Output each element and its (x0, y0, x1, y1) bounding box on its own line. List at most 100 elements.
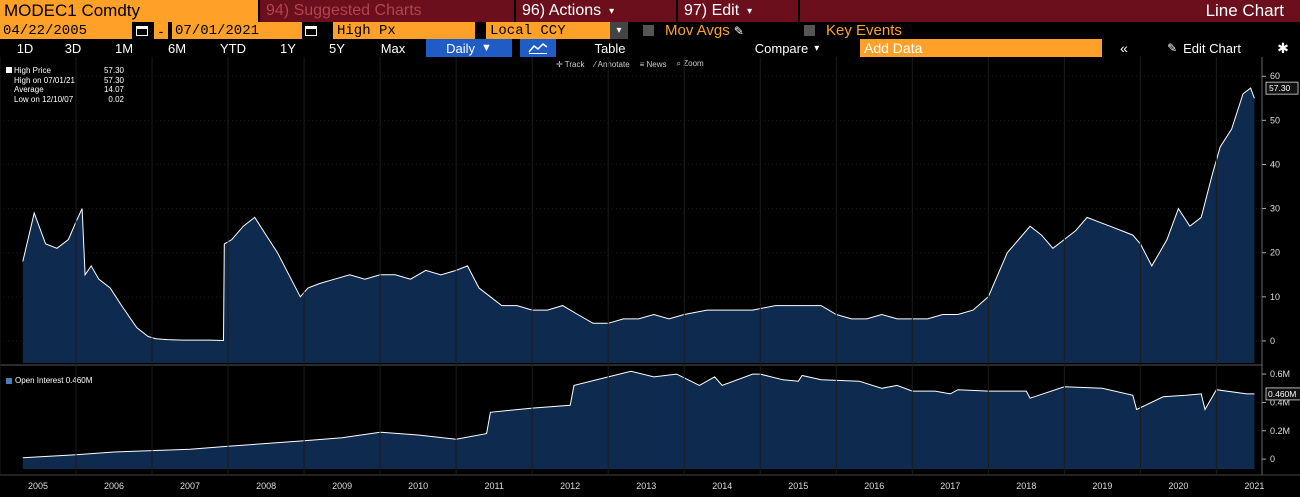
price-tick-label: 10 (1270, 292, 1280, 302)
legend-high-price: High Price 57.30 (6, 66, 124, 76)
suggested-charts-button[interactable]: 94) Suggested Charts (260, 0, 514, 22)
price-tick-label: 40 (1270, 159, 1280, 169)
track-tool[interactable]: ✛ Track (556, 59, 585, 69)
collapse-icon[interactable]: « (1120, 40, 1128, 56)
ticker-text: MODEC1 Comdty (4, 1, 141, 20)
currency-selector[interactable]: Local CCY (486, 22, 610, 39)
actions-menu[interactable]: 96) Actions ▾ (516, 0, 676, 22)
year-tick-label: 2012 (560, 481, 580, 491)
legend-square-icon (6, 377, 12, 384)
price-tick-label: 60 (1270, 71, 1280, 81)
last-oi-label: 0.460M (1268, 389, 1296, 399)
year-tick-label: 2009 (332, 481, 352, 491)
price-tick-label: 30 (1270, 204, 1280, 214)
gear-icon[interactable]: ✱ (1277, 39, 1289, 56)
table-button[interactable]: Table (594, 40, 626, 56)
annotate-tool[interactable]: ⁄ Annotate (594, 59, 630, 69)
edit-label: 97) Edit (684, 2, 740, 19)
pencil-icon: ✎ (733, 23, 744, 38)
currency-text: Local CCY (490, 22, 566, 39)
last-price-box (1265, 81, 1299, 95)
calendar-icon[interactable] (134, 22, 150, 39)
chart-tools: ✛ Track ⁄ Annotate ≡ News ⌕ Zoom (556, 59, 704, 69)
toolbar: 1D 3D 1M 6M YTD 1Y 5Y Max Daily ▼ Table … (0, 39, 1300, 57)
chart-type-title: Line Chart (800, 0, 1300, 22)
chevron-down-icon: ▾ (747, 5, 753, 17)
edit-chart-button[interactable]: ✎ Edit Chart (1167, 40, 1241, 56)
year-tick-label: 2014 (712, 481, 732, 491)
range-5y[interactable]: 5Y (329, 40, 345, 56)
end-date-field[interactable]: 07/01/2021 (172, 22, 302, 39)
field-text: High Px (337, 22, 396, 39)
edit-menu[interactable]: 97) Edit ▾ (678, 0, 798, 22)
field-selector[interactable]: High Px (333, 22, 475, 39)
chevron-down-icon[interactable]: ▾ (610, 22, 628, 39)
year-tick-label: 2005 (28, 481, 48, 491)
year-tick-label: 2018 (1016, 481, 1036, 491)
price-tick-label: 0 (1270, 336, 1275, 346)
last-price-label: 57.30 (1269, 83, 1291, 93)
last-oi-box (1265, 387, 1300, 401)
mov-avgs-checkbox[interactable] (640, 22, 656, 39)
year-tick-label: 2007 (180, 481, 200, 491)
controls-bar: 04/22/2005 - 07/01/2021 High Px Local CC… (0, 22, 1300, 39)
calendar-icon[interactable] (303, 22, 319, 39)
year-tick-label: 2020 (1168, 481, 1188, 491)
legend-average: Average 14.07 (14, 85, 124, 94)
compare-menu[interactable]: Compare ▾ (754, 40, 820, 56)
price-area (22, 88, 1255, 363)
ticker-field[interactable]: MODEC1 Comdty (0, 0, 258, 22)
start-date-field[interactable]: 04/22/2005 (0, 22, 132, 39)
oi-tick-label: 0.4M (1270, 397, 1290, 407)
key-events-label[interactable]: Key Events (826, 22, 902, 39)
add-data-input[interactable]: Add Data (860, 39, 1102, 57)
year-tick-label: 2016 (864, 481, 884, 491)
key-events-checkbox[interactable] (801, 22, 817, 39)
zoom-tool[interactable]: ⌕ Zoom (676, 59, 704, 68)
legend-square-icon (6, 67, 12, 73)
year-tick-label: 2013 (636, 481, 656, 491)
year-tick-label: 2019 (1092, 481, 1112, 491)
year-tick-label: 2006 (104, 481, 124, 491)
range-ytd[interactable]: YTD (220, 40, 246, 56)
chevron-down-icon: ▾ (814, 42, 820, 54)
year-tick-label: 2015 (788, 481, 808, 491)
range-3d[interactable]: 3D (64, 40, 82, 56)
range-1y[interactable]: 1Y (280, 40, 296, 56)
price-legend: High Price 57.30 High on 07/01/21 57.30 A… (6, 66, 124, 104)
year-tick-label: 2008 (256, 481, 276, 491)
year-tick-label: 2010 (408, 481, 428, 491)
price-tick-label: 20 (1270, 248, 1280, 258)
frequency-selector[interactable]: Daily ▼ (426, 39, 512, 57)
range-max[interactable]: Max (380, 40, 406, 56)
range-1d[interactable]: 1D (16, 40, 34, 56)
start-date-text: 04/22/2005 (3, 22, 88, 39)
range-1m[interactable]: 1M (114, 40, 134, 56)
year-tick-label: 2011 (484, 481, 503, 491)
oi-tick-label: 0.2M (1270, 426, 1290, 436)
legend-low-on: Low on 12/10/07 0.02 (14, 94, 124, 104)
oi-tick-label: 0.6M (1270, 369, 1290, 379)
year-tick-label: 2017 (940, 481, 960, 491)
year-tick-label: 2021 (1244, 481, 1264, 491)
legend-high-on: High on 07/01/21 57.30 (14, 75, 124, 85)
oi-tick-label: 0 (1270, 454, 1275, 464)
chevron-down-icon: ▾ (609, 5, 615, 17)
news-tool[interactable]: ≡ News (639, 59, 667, 69)
price-line (22, 87, 1255, 342)
pencil-icon: ✎ (1167, 41, 1178, 55)
triangle-down-icon: ▼ (481, 42, 492, 54)
end-date-text: 07/01/2021 (175, 22, 260, 39)
price-tick-label: 50 (1270, 115, 1280, 125)
chart-type-label: Line Chart (1205, 1, 1284, 20)
oi-area (22, 371, 1255, 469)
line-chart-icon[interactable] (520, 39, 556, 57)
range-6m[interactable]: 6M (167, 40, 187, 56)
date-separator: - (154, 22, 168, 39)
actions-label: 96) Actions (522, 2, 602, 19)
oi-legend: Open Interest 0.460M (6, 376, 92, 385)
mov-avgs-label[interactable]: Mov Avgs ✎ (665, 22, 744, 39)
suggested-charts-label: 94) Suggested Charts (266, 2, 422, 19)
header-bar: MODEC1 Comdty 94) Suggested Charts 96) A… (0, 0, 1300, 22)
